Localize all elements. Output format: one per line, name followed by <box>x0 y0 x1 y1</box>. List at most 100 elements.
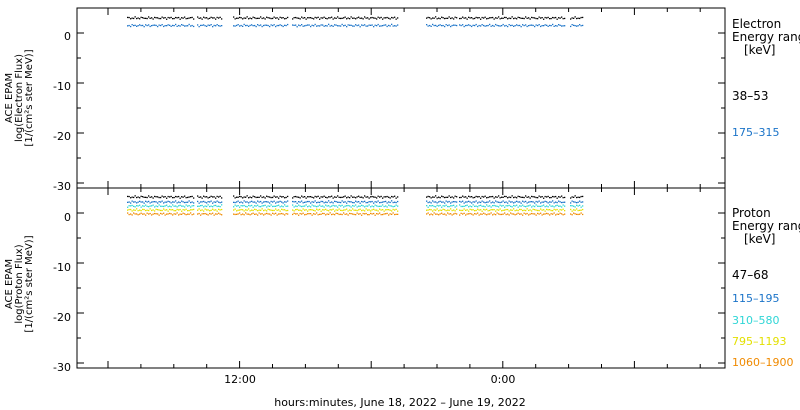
data-point <box>373 196 375 198</box>
data-point <box>140 195 142 197</box>
data-point <box>447 196 449 198</box>
data-point <box>326 18 328 20</box>
data-point <box>299 212 301 215</box>
data-point <box>540 25 542 28</box>
data-point <box>456 24 458 27</box>
x-tick-label: 0:00 <box>491 373 516 386</box>
data-point <box>139 200 141 202</box>
data-point <box>371 209 373 211</box>
data-point <box>233 16 235 18</box>
data-point <box>442 24 444 27</box>
data-point <box>264 209 266 211</box>
data-point <box>266 212 268 215</box>
data-point <box>380 16 382 19</box>
data-point <box>571 24 573 26</box>
data-point <box>341 17 343 19</box>
data-point <box>498 213 500 215</box>
data-point <box>281 205 283 207</box>
data-point <box>373 202 375 204</box>
data-point <box>248 197 250 199</box>
data-point <box>329 212 331 214</box>
data-point <box>221 18 223 20</box>
data-point <box>338 208 340 210</box>
data-point <box>160 212 162 215</box>
data-point <box>152 18 154 20</box>
data-point <box>499 25 501 27</box>
data-point <box>260 16 262 18</box>
data-point <box>353 196 355 198</box>
data-point <box>308 205 310 207</box>
data-point <box>313 18 315 20</box>
data-point <box>151 209 153 212</box>
data-point <box>459 200 461 203</box>
data-point <box>236 17 238 19</box>
data-point <box>319 208 321 211</box>
data-point <box>478 205 480 207</box>
data-point <box>362 205 364 207</box>
data-point <box>273 24 275 26</box>
data-point <box>525 213 527 215</box>
data-point <box>556 201 558 204</box>
data-point <box>326 197 328 199</box>
data-point <box>255 196 257 199</box>
data-point <box>483 196 485 198</box>
data-point <box>514 196 516 198</box>
data-point <box>236 196 238 198</box>
data-point <box>364 16 366 18</box>
data-point <box>190 25 192 27</box>
data-point <box>292 209 294 211</box>
data-point <box>495 210 497 212</box>
data-point <box>516 197 518 199</box>
data-point <box>465 17 467 19</box>
y-tick-label: -10 <box>53 80 71 93</box>
data-point <box>448 195 450 197</box>
data-point <box>172 209 174 211</box>
data-point <box>137 205 139 207</box>
data-point <box>164 25 166 27</box>
data-point <box>356 196 358 198</box>
data-point <box>559 205 561 207</box>
data-point <box>255 17 257 20</box>
data-point <box>502 17 504 19</box>
data-point <box>528 25 530 27</box>
data-point <box>498 16 500 18</box>
data-point <box>436 204 438 207</box>
data-point <box>571 210 573 212</box>
data-point <box>130 208 132 211</box>
data-point <box>163 212 165 214</box>
data-point <box>139 18 141 20</box>
data-point <box>442 213 444 215</box>
data-point <box>179 201 181 204</box>
data-point <box>296 213 298 215</box>
data-point <box>504 195 506 198</box>
data-point <box>127 195 129 198</box>
data-point <box>316 212 318 214</box>
data-point <box>282 196 284 198</box>
data-point <box>511 201 513 203</box>
data-point <box>472 24 474 26</box>
data-point <box>261 25 263 28</box>
data-point <box>489 200 491 202</box>
data-point <box>365 25 367 27</box>
data-point <box>140 212 142 214</box>
data-point <box>571 196 573 198</box>
data-point <box>531 24 533 26</box>
data-point <box>207 24 209 26</box>
data-point <box>325 17 327 19</box>
data-point <box>460 201 462 203</box>
data-point <box>260 195 262 197</box>
data-point <box>263 205 265 207</box>
data-point <box>371 24 373 26</box>
data-point <box>368 214 370 216</box>
data-point <box>432 196 434 198</box>
data-point <box>184 201 186 204</box>
data-point <box>350 213 352 215</box>
data-point <box>334 210 336 212</box>
data-point <box>385 209 387 211</box>
data-point <box>179 25 181 27</box>
data-point <box>233 206 235 208</box>
data-point <box>320 24 322 26</box>
data-point <box>573 17 575 19</box>
data-point <box>376 197 378 199</box>
data-point <box>427 201 429 204</box>
